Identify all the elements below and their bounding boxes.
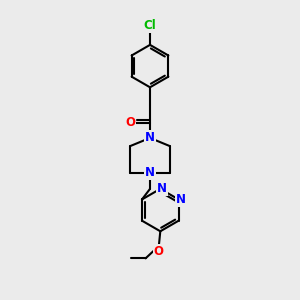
Text: O: O: [154, 245, 164, 258]
Text: N: N: [176, 193, 186, 206]
Text: N: N: [145, 131, 155, 144]
Text: N: N: [157, 182, 167, 195]
Text: Cl: Cl: [144, 19, 156, 32]
Text: N: N: [145, 166, 155, 179]
Text: O: O: [125, 116, 135, 129]
